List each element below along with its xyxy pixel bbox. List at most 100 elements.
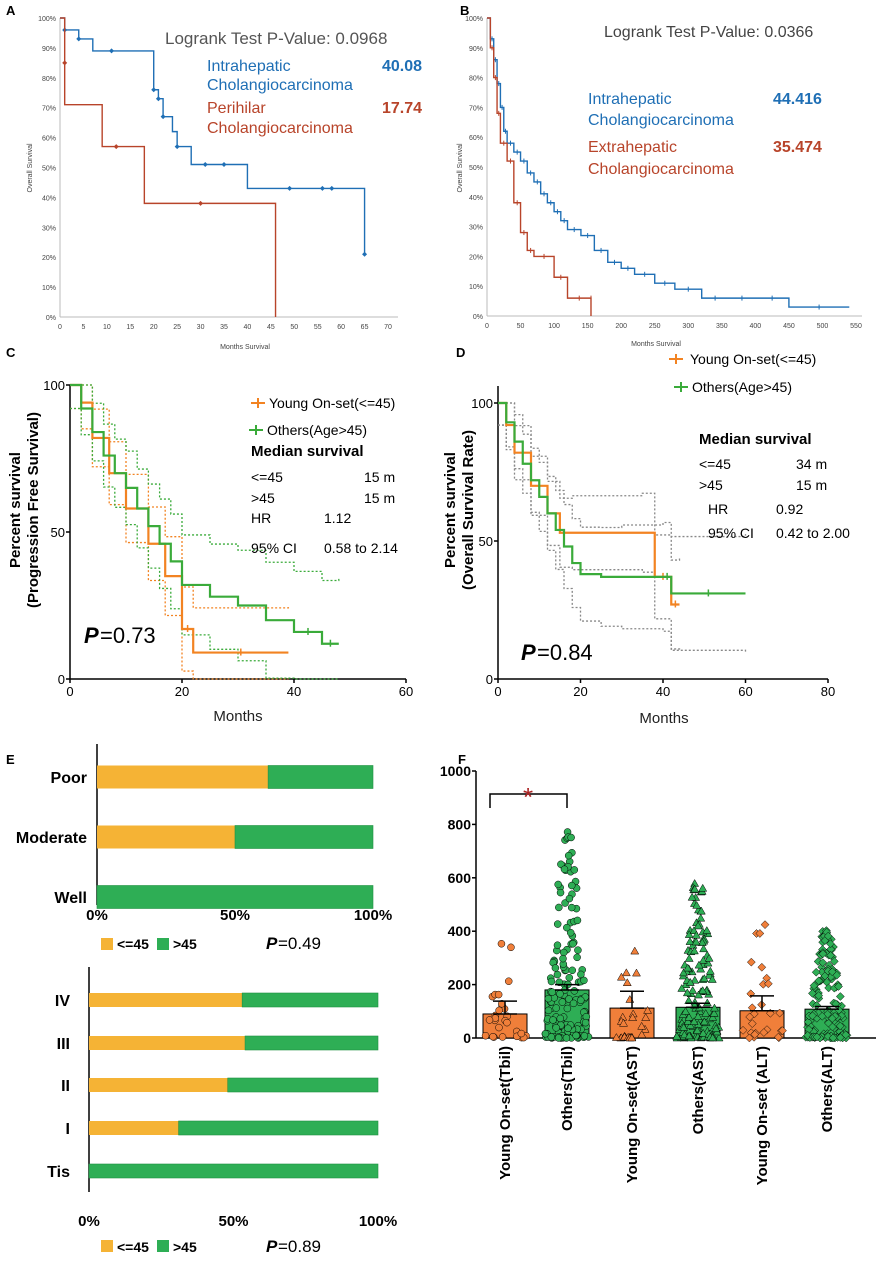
- data-point: [778, 1026, 787, 1036]
- data-point: [679, 968, 688, 977]
- data-point: [835, 1033, 845, 1042]
- data-point: [544, 1006, 553, 1015]
- x-tick-label: 350: [716, 323, 728, 330]
- x-tick-label: 60: [399, 684, 413, 699]
- data-point: [811, 967, 821, 977]
- data-point: [683, 963, 693, 972]
- panel-a-series: [60, 17, 368, 317]
- data-point: [517, 1029, 526, 1038]
- y-tick-label: 200: [448, 977, 472, 993]
- data-point: [699, 1017, 709, 1026]
- panel-b-test-label: Logrank Test P-Value: 0.0366: [604, 24, 813, 41]
- data-point: [694, 990, 703, 999]
- km-curve-other: [60, 17, 277, 317]
- data-point: [544, 994, 553, 1003]
- data-point: [808, 989, 817, 998]
- data-point: [581, 1018, 590, 1027]
- data-point: [813, 957, 823, 966]
- data-point: [760, 920, 770, 930]
- y-tick-label: 100: [43, 378, 65, 393]
- y-tick-label: 40%: [42, 195, 56, 202]
- panel-d-legend2-label: Others(Age>45): [692, 379, 792, 395]
- panel-d-ylabel2: (Overall Survival Rate): [460, 430, 477, 590]
- x-tick-label: 40: [287, 684, 301, 699]
- panel-e2-legend2-label: >45: [173, 1239, 197, 1255]
- x-tick-label: 20: [175, 684, 189, 699]
- panel-d-row-value: 34 m: [796, 456, 827, 472]
- panel-e2-legend1-swatch: [101, 1240, 113, 1252]
- data-point: [616, 972, 626, 981]
- data-point: [683, 1016, 693, 1025]
- x-tick-label: 45: [267, 324, 275, 331]
- censor-mark: [76, 36, 82, 42]
- data-point: [835, 1021, 845, 1031]
- bar-others: [234, 825, 374, 849]
- panel-c-letter: C: [6, 345, 16, 360]
- bar-young: [89, 1121, 179, 1135]
- category-label: Poor: [51, 770, 87, 787]
- panel-c-median-title: Median survival: [251, 443, 364, 460]
- panel-f-significance-bracket: [489, 793, 568, 808]
- data-point: [702, 998, 712, 1007]
- panel-e2-legend1-label: <=45: [117, 1239, 149, 1255]
- data-point: [679, 1023, 689, 1031]
- censor-mark: [113, 144, 119, 150]
- data-point: [580, 1032, 589, 1040]
- data-point: [828, 1033, 838, 1043]
- panel-d-x-ticks: 0 20 40 60 80: [494, 679, 835, 699]
- data-point: [684, 953, 694, 962]
- data-point: [498, 1033, 507, 1041]
- panel-e-letter: E: [6, 752, 15, 767]
- data-point: [746, 957, 756, 967]
- data-point: [504, 977, 513, 985]
- panel-c-ylabel1: Percent survival: [7, 452, 24, 568]
- panel-b-series: [487, 17, 850, 316]
- ci-lower: [70, 407, 339, 680]
- x-tick-label: 100%: [354, 907, 392, 924]
- data-point: [834, 982, 843, 991]
- panel-b-legend1-line2: Cholangiocarcinoma: [588, 112, 734, 129]
- panel-d-row-value: 15 m: [796, 477, 827, 493]
- x-tick-label: 40: [244, 324, 252, 331]
- y-tick-label: 100%: [38, 16, 56, 23]
- panel-b-legend1-line1: Intrahepatic: [588, 91, 672, 108]
- data-point: [559, 954, 567, 963]
- panel-a: A 0% 10% 20% 30% 40% 50% 60% 70% 80% 90% 100% 0 5 10…: [6, 3, 422, 351]
- data-point: [759, 1028, 769, 1037]
- data-point: [693, 921, 703, 930]
- data-point: [775, 1008, 785, 1018]
- data-point: [494, 990, 503, 999]
- data-point: [681, 1006, 690, 1015]
- data-point: [684, 1012, 694, 1021]
- x-tick-label: 50%: [218, 1213, 248, 1230]
- data-point: [693, 1012, 703, 1020]
- panel-e-grade-bars: Poor Moderate Well: [16, 765, 374, 909]
- panel-d: D 0 50 100 0 20 40 60 80 Months Percent surviv…: [442, 345, 850, 727]
- data-point: [827, 1014, 837, 1023]
- data-point: [747, 1019, 757, 1028]
- km-curve-others: [70, 383, 339, 645]
- x-tick-label: 0: [66, 684, 73, 699]
- data-point: [565, 894, 574, 903]
- y-tick-label: 600: [448, 870, 472, 886]
- x-tick-label: 70: [384, 324, 392, 331]
- data-point: [826, 939, 835, 949]
- data-point: [745, 1012, 755, 1022]
- data-point: [554, 880, 562, 889]
- panel-f-y-ticks: 0 200 400 600 800 1000: [440, 763, 476, 1046]
- censor-mark: [198, 200, 204, 206]
- panel-d-row-key: >45: [699, 477, 723, 493]
- x-tick-label: 550: [850, 323, 862, 330]
- data-point: [637, 1021, 647, 1030]
- panel-c-legend1-label: Young On-set(<=45): [269, 395, 395, 411]
- y-tick-label: 70%: [42, 106, 56, 113]
- data-point: [831, 999, 841, 1009]
- data-point: [552, 1024, 560, 1032]
- censor-mark: [221, 162, 227, 168]
- y-tick-label: 10%: [42, 285, 56, 292]
- data-point: [489, 1032, 497, 1041]
- x-tick-label: 0: [494, 684, 501, 699]
- panel-f-bars: [481, 828, 852, 1043]
- km-curve-other: [487, 17, 592, 316]
